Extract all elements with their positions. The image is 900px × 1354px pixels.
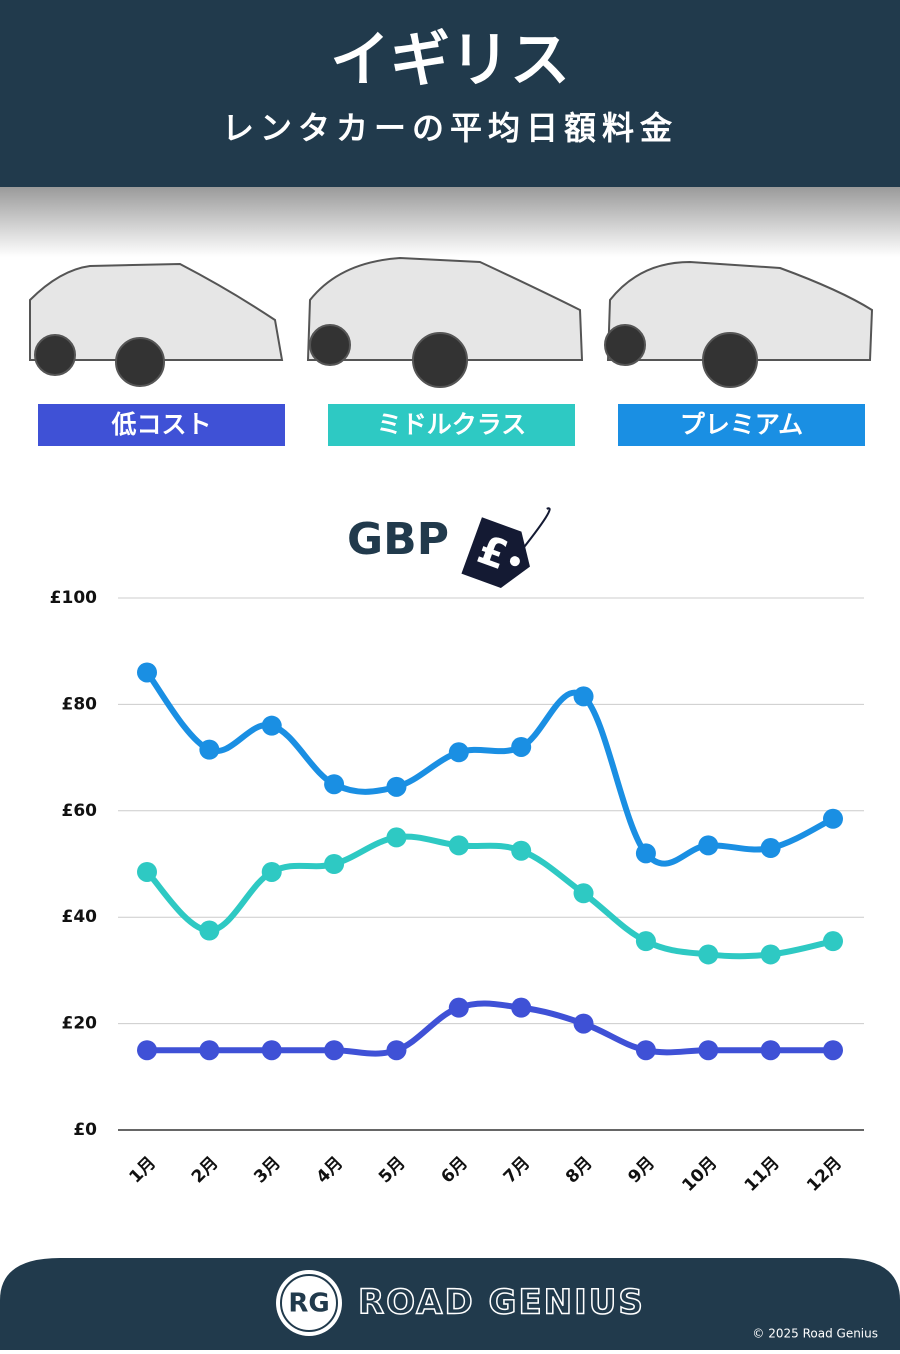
data-point	[823, 1040, 843, 1061]
data-point	[324, 1040, 345, 1061]
currency-label: GBP	[347, 514, 449, 565]
legend-label: 低コスト	[110, 410, 211, 439]
data-point	[635, 843, 656, 864]
data-point	[573, 883, 594, 904]
copyright: © 2025 Road Genius	[752, 1327, 878, 1341]
series-line	[144, 669, 836, 867]
brand-name: ROAD GENIUS	[358, 1283, 645, 1323]
x-tick-label: 2月	[188, 1153, 223, 1188]
data-point	[635, 931, 656, 952]
y-tick-label: £0	[73, 1120, 97, 1140]
data-point	[511, 997, 532, 1018]
data-point	[261, 715, 282, 736]
plot: £0 £20 £40 £60 £80 £100 1月 2月 3月 4月 5月 6月 7月 8月 9月 10月 1…	[50, 588, 864, 1196]
data-point	[760, 838, 781, 859]
x-tick-label: 1月	[126, 1153, 161, 1188]
y-tick-label: £20	[62, 1014, 98, 1034]
series-line	[144, 833, 836, 960]
data-point	[386, 1040, 407, 1061]
data-point	[261, 1040, 282, 1061]
x-tick-label: 11月	[741, 1153, 784, 1196]
data-point	[635, 1040, 656, 1061]
data-point	[199, 739, 220, 760]
data-point	[511, 840, 532, 861]
y-tick-label: £80	[62, 694, 98, 714]
data-point	[261, 861, 282, 882]
data-point	[199, 1040, 220, 1061]
x-tick-label: 9月	[624, 1153, 659, 1188]
legend-box	[618, 404, 865, 446]
x-tick-label: 6月	[437, 1153, 472, 1188]
car-image	[604, 260, 874, 388]
legend: 低コスト ミドルクラス プレミアム	[38, 404, 865, 446]
x-tick-label: 8月	[562, 1153, 597, 1188]
legend-label: ミドルクラス	[377, 410, 527, 439]
logo-circle	[276, 1270, 342, 1336]
data-point	[137, 1040, 157, 1061]
x-tick-label: 4月	[313, 1153, 348, 1188]
logo-text: RG	[288, 1289, 329, 1319]
data-point	[137, 861, 157, 882]
data-point	[823, 931, 843, 952]
data-point	[573, 686, 594, 707]
x-tick-label: 3月	[250, 1153, 285, 1188]
data-point	[137, 662, 157, 683]
legend-box	[38, 404, 285, 446]
x-tick-label: 10月	[678, 1153, 721, 1196]
data-point	[760, 1040, 781, 1061]
subtitle: レンタカーの平均日額料金	[222, 109, 678, 147]
y-tick-label: £60	[62, 801, 98, 821]
data-point	[698, 1040, 719, 1061]
car-image	[306, 256, 584, 388]
logo-ring	[280, 1274, 338, 1332]
data-point	[386, 827, 407, 848]
data-point	[823, 808, 843, 829]
data-point	[199, 920, 220, 941]
car-images	[29, 256, 874, 388]
data-point	[324, 774, 345, 795]
x-tick-label: 12月	[803, 1153, 846, 1196]
data-point	[448, 835, 469, 856]
data-point	[698, 835, 719, 856]
data-point	[386, 776, 407, 797]
data-point	[760, 944, 781, 965]
data-point	[324, 854, 345, 874]
header-shadow	[0, 187, 900, 257]
series-line	[144, 1000, 836, 1057]
legend-label: プレミアム	[680, 410, 803, 439]
data-point	[448, 997, 469, 1018]
data-point	[698, 944, 719, 965]
car-image	[29, 262, 284, 387]
x-tick-label: 7月	[500, 1153, 535, 1188]
footer-band	[0, 1258, 900, 1350]
data-point	[448, 742, 469, 763]
legend-box	[328, 404, 575, 446]
data-point	[511, 736, 532, 757]
y-tick-label: £100	[50, 588, 97, 608]
x-tick-label: 5月	[375, 1153, 410, 1188]
y-tick-label: £40	[62, 907, 98, 927]
price-tag-icon: £	[461, 507, 551, 588]
header-band	[0, 0, 900, 187]
title: イギリス	[330, 26, 570, 96]
data-point	[573, 1013, 594, 1034]
